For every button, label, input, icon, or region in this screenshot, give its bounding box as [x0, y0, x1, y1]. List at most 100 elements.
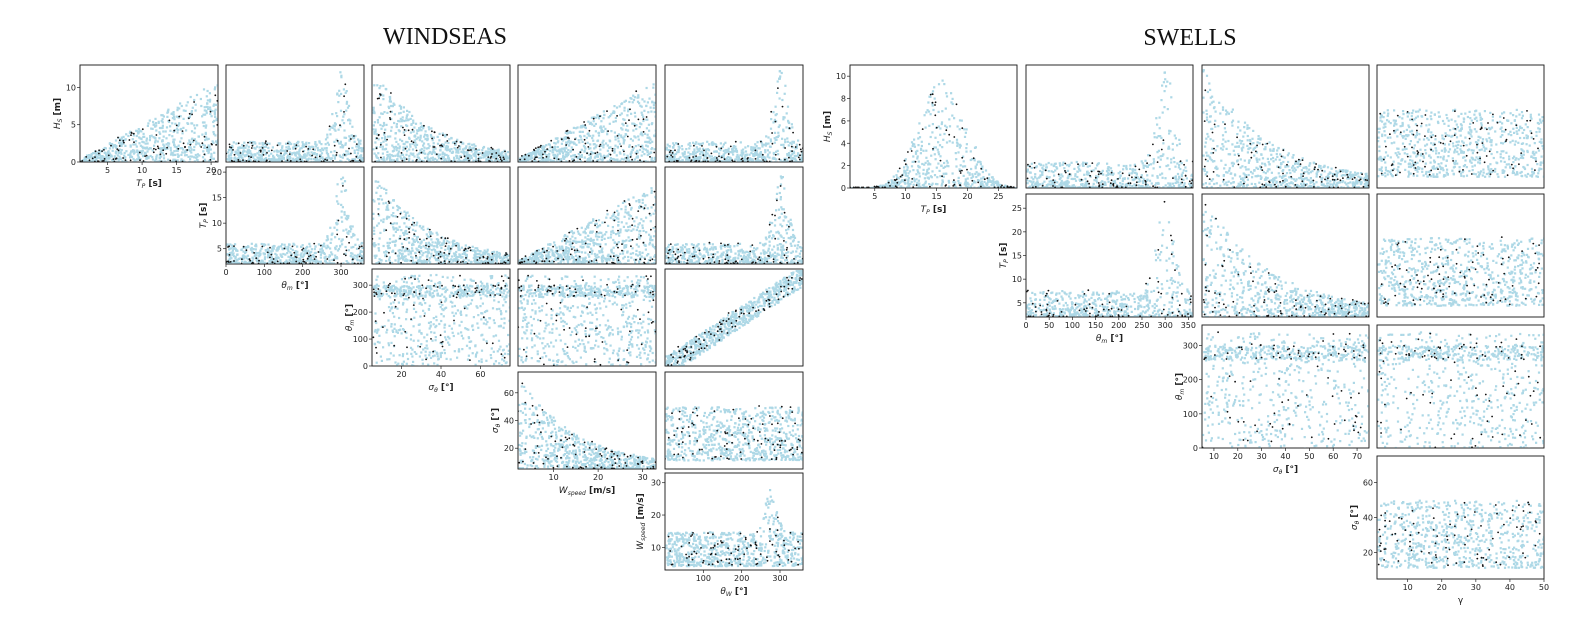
cloud-point [258, 262, 262, 264]
cloud-point [229, 261, 232, 264]
cloud-point [231, 244, 234, 247]
cloud-point [719, 142, 722, 145]
cloud-point [447, 141, 450, 145]
sample-point [295, 260, 298, 263]
cloud-point [450, 151, 453, 154]
cloud-point [481, 256, 484, 259]
sample-point [542, 156, 544, 159]
sample-point [358, 255, 361, 258]
cloud-point [735, 155, 738, 158]
cloud-point [776, 91, 779, 94]
cloud-point [507, 156, 510, 159]
sample-point [209, 159, 212, 161]
cloud-point [787, 121, 790, 124]
cloud-point [199, 97, 202, 101]
cloud-point [764, 144, 767, 147]
cloud-point [385, 123, 388, 126]
cloud-point [268, 142, 271, 145]
sample-point [788, 127, 791, 130]
cloud-point [599, 148, 602, 151]
cloud-point [443, 134, 446, 137]
cloud-point [653, 110, 656, 114]
cloud-point [589, 157, 592, 160]
cloud-point [162, 154, 165, 157]
cloud-point [264, 145, 267, 148]
sample-point [308, 255, 310, 258]
cloud-point [650, 110, 653, 113]
cloud-point [279, 245, 283, 248]
cloud-point [344, 143, 347, 146]
cloud-point [389, 100, 392, 103]
cloud-point [652, 104, 655, 107]
cloud-point [346, 231, 349, 234]
cloud-point [597, 134, 601, 137]
cloud-point [189, 142, 192, 145]
sample-point [792, 131, 794, 134]
cloud-point [393, 113, 396, 116]
cloud-point [119, 143, 122, 146]
cloud-point [247, 261, 250, 264]
cloud-point [325, 156, 328, 160]
cloud-point [322, 149, 325, 152]
cloud-point [583, 149, 586, 153]
cloud-point [625, 133, 628, 136]
cloud-point [654, 115, 656, 118]
cloud-point [681, 159, 684, 162]
cloud-point [275, 159, 278, 162]
cloud-point [725, 160, 728, 162]
sample-point [203, 153, 206, 156]
cloud-point [558, 152, 561, 155]
cloud-point [453, 157, 456, 160]
cloud-point [761, 145, 764, 148]
sample-point [103, 158, 106, 160]
cloud-point [551, 151, 554, 154]
sample-point [616, 115, 618, 117]
cloud-point [205, 147, 208, 150]
cloud-point [427, 147, 430, 150]
cloud-point [614, 116, 617, 120]
cloud-point [540, 154, 543, 158]
cloud-point [417, 136, 420, 139]
cloud-point [587, 147, 591, 150]
cloud-point [161, 152, 164, 155]
cloud-point [430, 135, 433, 138]
cloud-point [92, 156, 95, 159]
cloud-point [294, 154, 297, 157]
cloud-point [302, 143, 305, 146]
cloud-point [382, 98, 385, 101]
cloud-point [608, 122, 611, 125]
cloud-point [280, 155, 283, 158]
cloud-point [758, 159, 762, 162]
cloud-point [237, 257, 240, 260]
sample-point [335, 151, 338, 154]
cloud-point [737, 160, 740, 162]
cloud-point [120, 152, 123, 155]
cloud-point [609, 146, 612, 149]
cloud-point [483, 253, 486, 256]
cloud-point [697, 158, 700, 161]
cloud-point [200, 104, 203, 108]
y-tick-label: 0 [71, 158, 76, 167]
cloud-point [144, 160, 147, 162]
cloud-point [97, 156, 101, 159]
cloud-point [242, 250, 245, 253]
cloud-point [246, 150, 249, 153]
cloud-point [229, 254, 232, 257]
cloud-point [302, 150, 306, 153]
sample-point [264, 142, 267, 144]
cloud-point [346, 150, 349, 153]
cloud-point [779, 75, 782, 78]
cloud-point [264, 159, 267, 162]
cloud-point [231, 146, 234, 149]
cloud-point [460, 150, 463, 153]
cloud-point [489, 256, 492, 259]
cloud-point [549, 146, 552, 149]
cloud-point [195, 158, 199, 161]
sample-point [668, 151, 671, 154]
sample-point [791, 160, 793, 162]
cloud-point [132, 134, 135, 137]
cloud-point [398, 251, 401, 255]
cloud-point [193, 156, 196, 159]
sample-point [342, 185, 344, 187]
cloud-point [251, 256, 254, 259]
